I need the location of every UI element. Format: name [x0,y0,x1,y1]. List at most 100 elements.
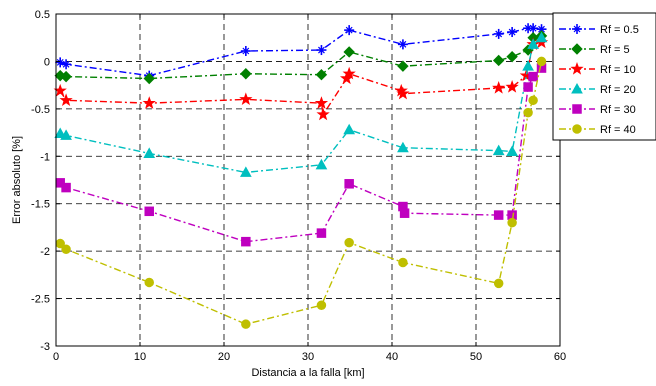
data-point [61,59,72,70]
data-point [505,80,519,93]
data-point [506,145,518,157]
legend-label: Rf = 5 [600,44,630,56]
data-point [239,166,252,177]
data-point [492,81,506,94]
data-point [316,300,327,310]
data-point [344,179,354,189]
data-point [143,72,155,85]
data-point [142,96,156,109]
data-point [241,319,251,329]
x-tick-label: 20 [218,351,230,363]
data-point [397,60,409,72]
legend-item: Rf = 5 [559,43,630,56]
data-point [507,27,518,38]
data-point [399,208,410,218]
legend-item: Rf = 10 [559,62,636,76]
data-point [314,96,329,109]
legend-item: Rf = 20 [559,82,636,96]
data-point [144,277,154,288]
data-point [60,70,72,83]
y-tick-label: -3 [40,341,50,353]
legend-label: Rf = 20 [600,84,636,96]
series-6 [55,56,547,329]
data-point [523,107,533,118]
legend-marker [570,62,584,75]
data-point [506,50,518,63]
series-4 [54,31,548,177]
data-point [144,206,154,217]
x-tick-label: 0 [53,351,59,363]
data-point [316,45,327,56]
data-point [343,46,355,58]
data-point [316,107,330,121]
data-point [344,237,354,248]
data-point [240,68,252,80]
data-point [59,93,73,106]
legend-label: Rf = 0.5 [600,24,639,36]
data-point [523,82,533,92]
data-point [528,23,539,34]
data-point [528,71,538,82]
data-point [536,56,547,67]
legend: Rf = 0.5 Rf = 5 Rf = 10 Rf = 20 Rf = 30 Rf = … [552,12,656,141]
x-tick-label: 60 [554,351,566,363]
data-point [344,25,355,36]
data-point [343,123,356,135]
y-tick-label: -1 [40,151,50,163]
data-point [492,144,505,156]
data-point [61,182,71,193]
y-tick-label: -2.5 [31,294,50,306]
data-point [239,92,253,106]
legend-item: Rf = 40 [559,124,636,136]
legend-marker [571,43,583,55]
legend-box [552,12,656,141]
data-point [493,210,504,220]
data-point [398,257,408,268]
y-tick-label: -2 [40,246,50,258]
series-group [53,23,549,329]
data-point [316,228,327,238]
data-point [342,66,356,80]
x-axis-title: Distancia a la falla [km] [251,367,364,379]
y-tick-label: 0 [44,56,50,68]
data-point [493,278,504,289]
x-tick-label: 30 [302,351,314,363]
data-point [397,39,408,50]
data-point [54,127,67,139]
legend-item: Rf = 30 [559,104,636,116]
y-axis-title: Error absoluto [%] [11,136,23,224]
data-point [492,54,505,67]
data-point [507,217,517,228]
data-point [396,86,410,100]
legend-marker [572,24,582,34]
x-tick-label: 10 [134,351,146,363]
data-point [315,158,328,170]
x-tick-label: 40 [386,351,398,363]
legend-marker [571,82,583,94]
grid-lines [56,14,560,346]
data-point [61,244,71,254]
y-tick-label: -1.5 [31,199,50,211]
data-point [143,147,156,158]
data-point [522,60,534,71]
data-point [240,45,251,56]
legend-label: Rf = 40 [600,124,636,136]
data-point [315,69,328,81]
legend-marker [572,124,582,134]
legend-item: Rf = 0.5 [559,24,639,36]
legend-label: Rf = 30 [600,104,636,116]
data-point [528,95,538,106]
legend-label: Rf = 10 [600,64,636,76]
y-tick-label: 0.5 [35,9,50,21]
data-point [60,129,72,140]
data-point [527,38,539,49]
data-point [397,141,409,153]
data-point [241,236,251,247]
series-5 [55,63,547,247]
legend-marker [572,104,582,114]
x-tick-label: 50 [470,351,482,363]
data-point [535,31,548,43]
